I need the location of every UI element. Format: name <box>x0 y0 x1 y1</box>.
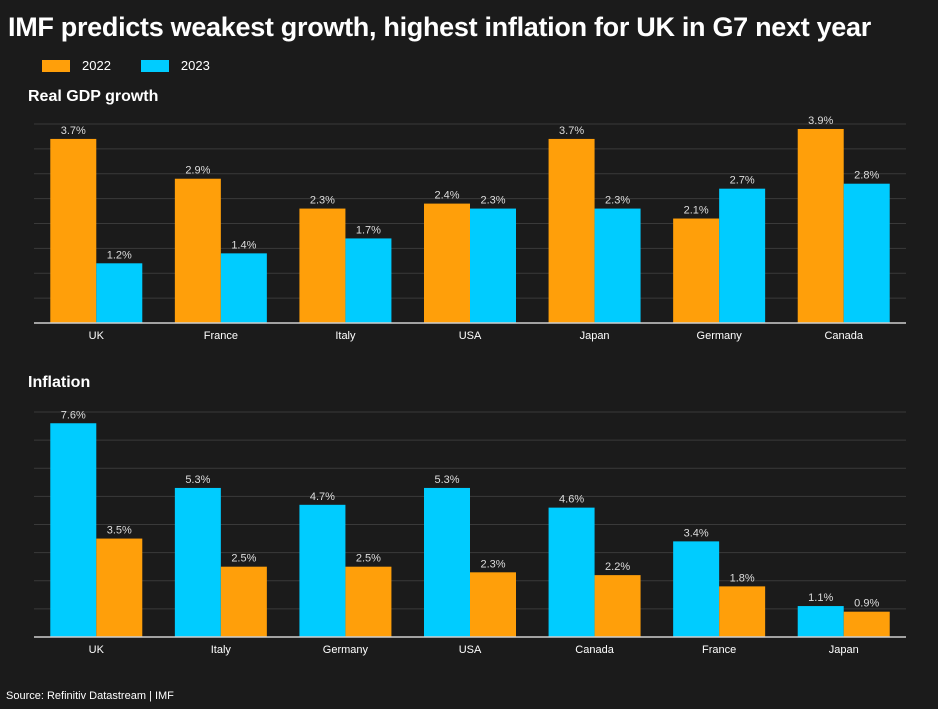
inflation-data-label-usa-2022: 5.3% <box>434 474 459 486</box>
inflation-data-label-japan-2022: 1.1% <box>808 592 833 604</box>
source-note: Source: Refinitiv Datastream | IMF <box>6 690 174 702</box>
gdp-bar-usa-2023 <box>470 208 516 323</box>
inflation-bar-france-2023 <box>719 586 766 637</box>
gdp-data-label-japan-2023: 2.3% <box>605 195 630 207</box>
inflation-data-label-italy-2023: 2.5% <box>231 553 256 565</box>
legend-swatch-2023 <box>140 59 169 72</box>
inflation-data-label-uk-2022: 7.6% <box>61 409 86 421</box>
gdp-bar-japan-2023 <box>594 208 641 323</box>
gdp-data-label-usa-2022: 2.4% <box>434 190 459 202</box>
legend-label-2023: 2023 <box>180 58 210 73</box>
inflation-bar-canada-2022 <box>548 507 595 637</box>
inflation-bar-italy-2022 <box>174 487 221 637</box>
inflation-category-label-usa: USA <box>459 644 482 656</box>
gdp-category-label-france: France <box>204 330 238 342</box>
legend-item-2022: 2022 <box>42 58 111 73</box>
inflation-data-label-germany-2023: 2.5% <box>356 553 381 565</box>
legend-item-2023: 2023 <box>140 58 210 73</box>
inflation-bar-japan-2022 <box>797 606 844 637</box>
inflation-data-label-japan-2023: 0.9% <box>854 598 879 610</box>
gdp-bar-japan-2022 <box>548 138 595 323</box>
inflation-data-label-usa-2023: 2.3% <box>480 558 505 570</box>
inflation-data-label-france-2022: 3.4% <box>684 527 709 539</box>
inflation-data-label-canada-2022: 4.6% <box>559 494 584 506</box>
gdp-data-label-uk-2022: 3.7% <box>61 125 86 137</box>
gdp-data-label-germany-2023: 2.7% <box>730 175 755 187</box>
gdp-bar-germany-2023 <box>719 188 766 323</box>
gdp-category-label-canada: Canada <box>824 330 863 342</box>
inflation-chart: 7.6% 3.5% UK 5.3% 2.5% Italy 4.7% 2.5% Germany 5.… <box>34 409 906 656</box>
legend-label-2022: 2022 <box>82 58 111 73</box>
gdp-bar-italy-2023 <box>345 238 392 323</box>
gdp-data-label-japan-2022: 3.7% <box>559 125 584 137</box>
gdp-data-label-italy-2023: 1.7% <box>356 224 381 236</box>
inflation-category-label-uk: UK <box>89 644 105 656</box>
gdp-section-title: Real GDP growth <box>28 88 159 105</box>
gdp-bar-france-2023 <box>220 253 267 323</box>
inflation-bar-france-2022 <box>673 541 720 637</box>
gdp-category-label-japan: Japan <box>580 330 610 342</box>
inflation-category-label-japan: Japan <box>829 644 859 656</box>
inflation-category-label-france: France <box>702 644 736 656</box>
inflation-bar-usa-2022 <box>424 487 470 637</box>
gdp-bar-italy-2022 <box>299 208 346 323</box>
inflation-category-label-canada: Canada <box>575 644 614 656</box>
inflation-data-label-france-2023: 1.8% <box>730 572 755 584</box>
gdp-data-label-canada-2023: 2.8% <box>854 170 879 182</box>
legend: 2022 2023 <box>42 58 240 73</box>
gdp-data-label-italy-2022: 2.3% <box>310 195 335 207</box>
legend-swatch-2022 <box>42 59 70 72</box>
inflation-bar-germany-2022 <box>299 504 346 637</box>
gdp-data-label-canada-2022: 3.9% <box>808 115 833 127</box>
inflation-bar-japan-2023 <box>843 611 890 637</box>
gdp-category-label-usa: USA <box>459 330 482 342</box>
inflation-data-label-italy-2022: 5.3% <box>185 474 210 486</box>
inflation-bar-uk-2023 <box>96 538 143 637</box>
inflation-category-label-italy: Italy <box>211 644 232 656</box>
inflation-data-label-canada-2023: 2.2% <box>605 561 630 573</box>
inflation-bar-canada-2023 <box>594 575 641 637</box>
gdp-data-label-usa-2023: 2.3% <box>480 195 505 207</box>
gdp-category-label-italy: Italy <box>335 330 356 342</box>
inflation-category-label-germany: Germany <box>323 644 369 656</box>
inflation-bar-germany-2023 <box>345 566 392 637</box>
gdp-data-label-uk-2023: 1.2% <box>107 249 132 261</box>
inflation-bar-italy-2023 <box>220 566 267 637</box>
gdp-data-label-france-2022: 2.9% <box>185 165 210 177</box>
inflation-section-title: Inflation <box>28 374 91 391</box>
gdp-growth-chart: 3.7% 1.2% UK 2.9% 1.4% France 2.3% 1.7% Italy 2.4… <box>34 115 906 342</box>
inflation-data-label-germany-2022: 4.7% <box>310 491 335 503</box>
inflation-bar-uk-2022 <box>50 423 97 637</box>
gdp-bar-canada-2023 <box>843 183 890 323</box>
gdp-bar-france-2022 <box>174 178 221 323</box>
inflation-data-label-uk-2023: 3.5% <box>107 525 132 537</box>
gdp-bar-canada-2022 <box>797 128 844 323</box>
gdp-data-label-france-2023: 1.4% <box>231 239 256 251</box>
inflation-bar-usa-2023 <box>470 572 516 637</box>
gdp-bar-usa-2022 <box>424 203 470 323</box>
gdp-bar-uk-2022 <box>50 138 97 323</box>
gdp-bar-germany-2022 <box>673 218 720 323</box>
gdp-category-label-uk: UK <box>89 330 105 342</box>
gdp-data-label-germany-2022: 2.1% <box>684 205 709 217</box>
chart-title: IMF predicts weakest growth, highest inf… <box>8 12 871 42</box>
gdp-category-label-germany: Germany <box>697 330 743 342</box>
gdp-bar-uk-2023 <box>96 263 143 323</box>
